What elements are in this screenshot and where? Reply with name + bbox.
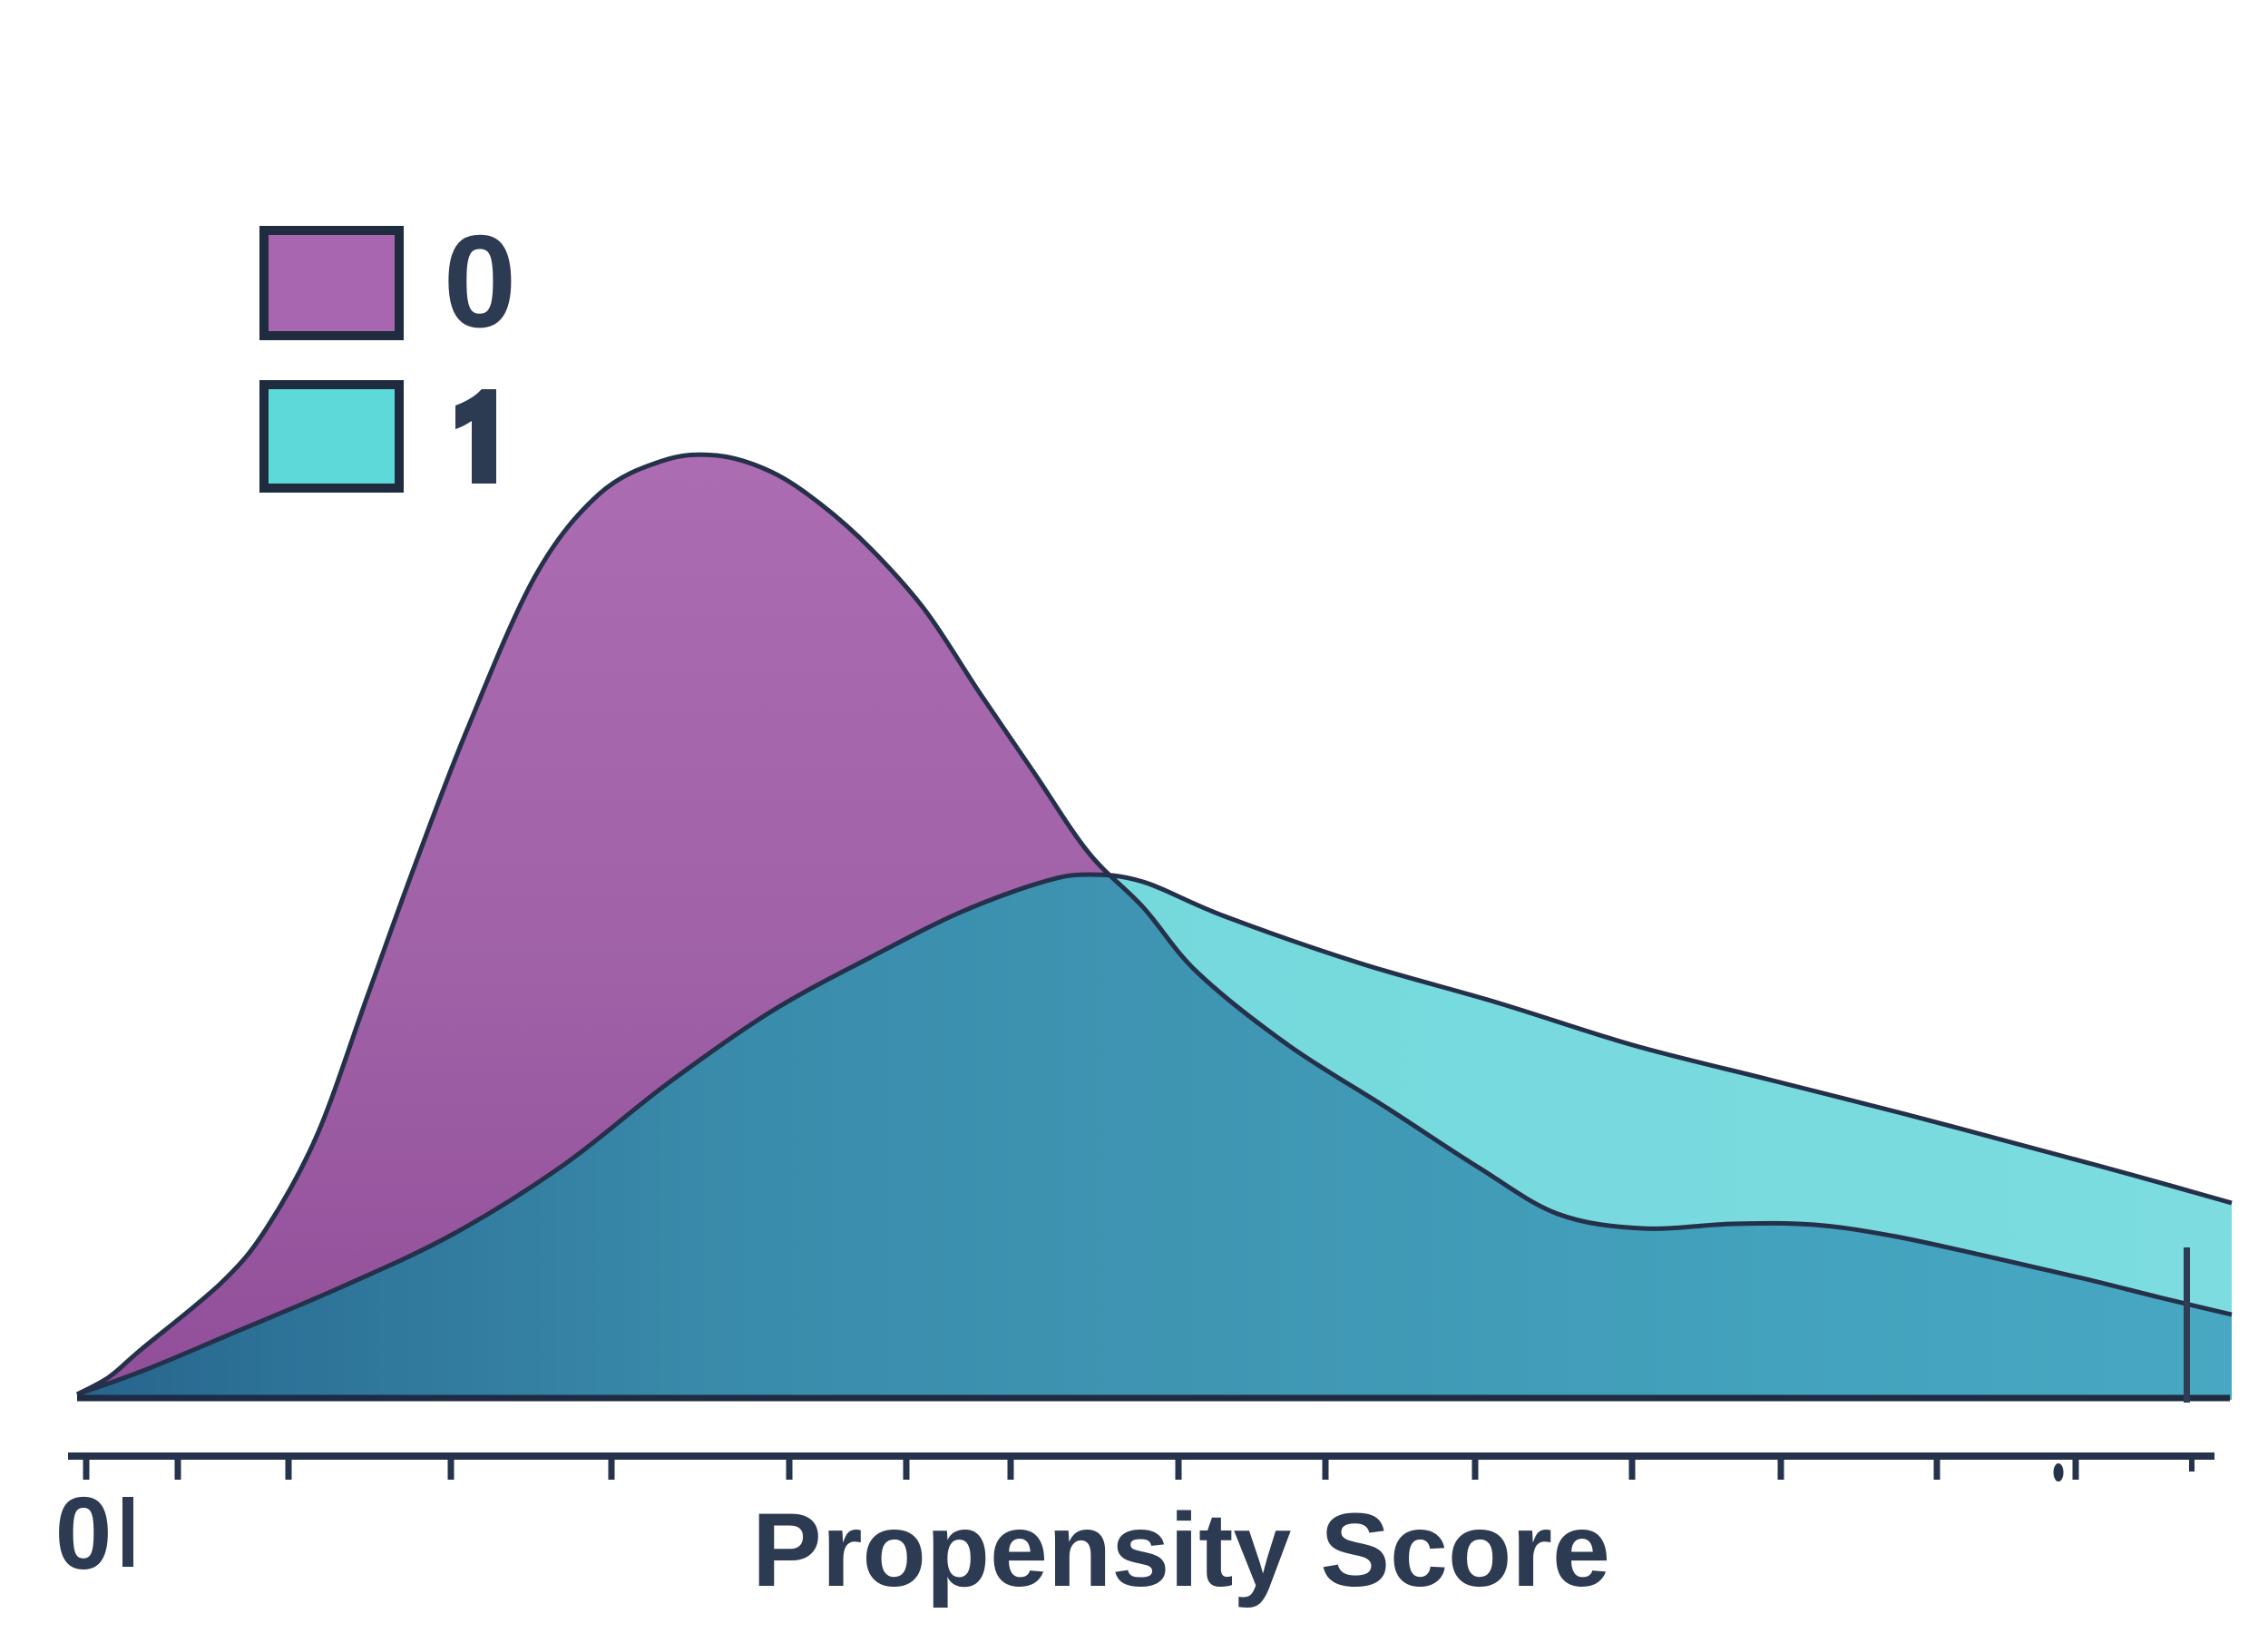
svg-text:0: 0 <box>444 208 517 355</box>
svg-text:Propensity Score: Propensity Score <box>752 1492 1610 1609</box>
svg-text:0: 0 <box>55 1476 112 1590</box>
